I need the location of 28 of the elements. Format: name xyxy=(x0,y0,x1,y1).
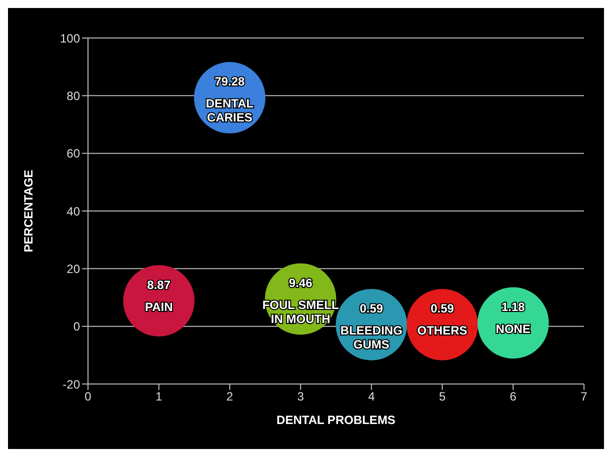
data-label: 9.46 xyxy=(288,276,313,290)
y-tick-label: 80 xyxy=(66,88,80,103)
x-tick-label: 0 xyxy=(84,390,92,404)
data-label: 8.87 xyxy=(147,278,171,292)
data-label: 0.59 xyxy=(360,302,384,316)
x-tick-label: 4 xyxy=(368,390,376,404)
x-axis-title: DENTAL PROBLEMS xyxy=(276,413,396,427)
annotation: PAIN xyxy=(144,300,173,314)
annotation: DENTAL CARIES xyxy=(206,96,254,125)
y-tick-label: 60 xyxy=(66,146,80,161)
x-tick-label: 7 xyxy=(580,390,588,404)
annotation: BLEEDING GUMS xyxy=(340,324,402,352)
x-tick-label: 5 xyxy=(438,390,446,404)
y-tick-label: 40 xyxy=(66,204,80,218)
annotation: NONE xyxy=(496,322,530,336)
y-tick-label: -20 xyxy=(62,377,80,392)
x-tick-label: 2 xyxy=(226,390,234,404)
y-tick-label: 100 xyxy=(60,31,80,46)
x-tick-label: 3 xyxy=(297,390,304,404)
y-tick-label: 20 xyxy=(66,262,80,276)
data-label: 0.59 xyxy=(430,302,454,316)
y-axis-title: PERCENTAGE xyxy=(21,170,36,252)
x-tick-label: 6 xyxy=(510,390,517,404)
y-tick-label: 0 xyxy=(73,320,80,334)
x-tick-label: 1 xyxy=(156,390,163,404)
data-label: 79.28 xyxy=(214,74,246,89)
annotation: OTHERS xyxy=(417,324,468,338)
data-label: 1.18 xyxy=(501,300,526,314)
